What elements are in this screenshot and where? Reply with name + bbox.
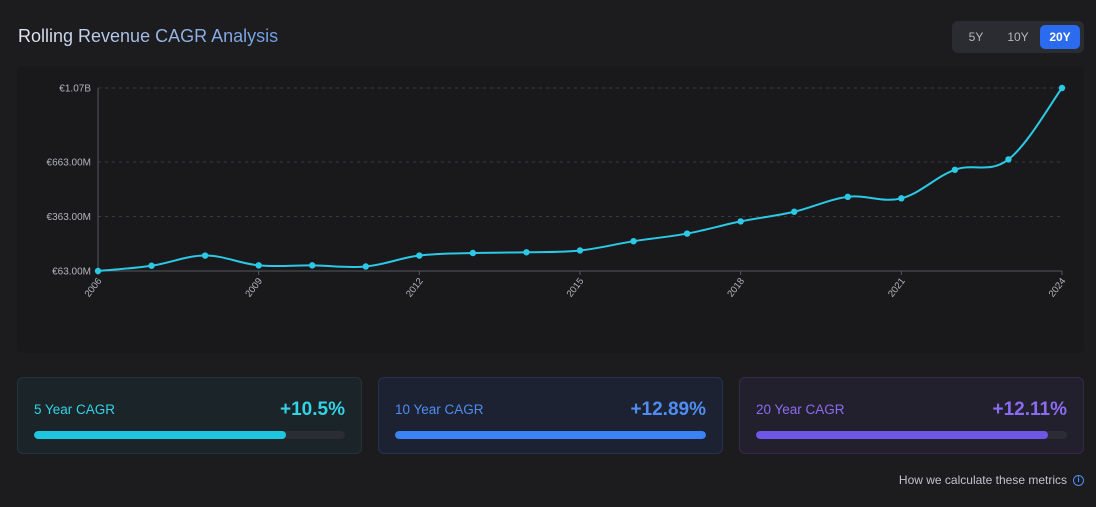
y-tick-label: €1.07B [59, 84, 91, 95]
cagr-card-label: 20 Year CAGR [756, 402, 845, 417]
x-tick-label: 2006 [83, 276, 105, 299]
data-point [791, 208, 798, 215]
info-icon: i [1073, 474, 1084, 486]
cagr-card-label: 5 Year CAGR [34, 402, 116, 417]
revenue-chart: €1.07B €663.00M €363.00M €63.00M 2006 2009 201… [17, 66, 1084, 353]
data-point [630, 237, 637, 245]
cagr-progress-fill [34, 431, 286, 439]
range-switch: 5Y 10Y 20Y [952, 21, 1084, 53]
metrics-explanation-text: How we calculate these metrics [898, 473, 1067, 487]
x-tick-label: 2024 [1047, 276, 1069, 299]
data-point [576, 247, 584, 254]
data-point [362, 263, 369, 270]
data-point [898, 195, 905, 202]
metrics-explanation-link[interactable]: How we calculate these metrics i [899, 473, 1084, 487]
cagr-card-10y: 10 Year CAGR +12.89% [378, 377, 723, 454]
cagr-progress-track [34, 431, 345, 439]
data-point [94, 267, 102, 275]
data-point [844, 193, 851, 201]
range-10y-button[interactable]: 10Y [998, 25, 1038, 49]
range-20y-button[interactable]: 20Y [1040, 25, 1080, 49]
data-point [309, 262, 316, 269]
revenue-series-line [97, 87, 1063, 272]
data-point [1058, 84, 1066, 92]
cagr-card-20y: 20 Year CAGR +12.11% [739, 377, 1084, 454]
cagr-card-5y: 5 Year CAGR +10.5% [17, 377, 362, 454]
y-tick-label: €663.00M [47, 157, 91, 168]
data-point [683, 230, 691, 237]
data-point [416, 252, 423, 259]
y-tick-label: €63.00M [52, 267, 91, 278]
page-title: Rolling Revenue CAGR Analysis [18, 26, 279, 46]
data-point [255, 262, 262, 269]
cagr-progress-track [395, 431, 706, 439]
cagr-card-value: +12.89% [630, 399, 706, 420]
cagr-progress-track [756, 431, 1067, 439]
x-tick-label: 2021 [886, 276, 908, 299]
data-point [469, 249, 477, 257]
x-tick-label: 2018 [725, 276, 747, 299]
cagr-card-label: 10 Year CAGR [395, 402, 484, 417]
x-tick-label: 2015 [565, 276, 587, 299]
cagr-card-value: +12.11% [992, 399, 1068, 420]
x-tick-label: 2012 [404, 276, 426, 299]
cagr-card-value: +10.5% [280, 399, 345, 420]
cagr-progress-fill [395, 431, 706, 439]
data-point [737, 218, 744, 225]
data-point [148, 262, 155, 269]
data-point [951, 166, 959, 173]
data-point [201, 252, 209, 259]
data-point [523, 249, 530, 256]
cagr-progress-fill [756, 431, 1049, 439]
data-point [1005, 156, 1012, 163]
x-tick-label: 2009 [243, 276, 265, 299]
y-tick-label: €363.00M [47, 212, 91, 223]
range-5y-button[interactable]: 5Y [956, 25, 996, 49]
